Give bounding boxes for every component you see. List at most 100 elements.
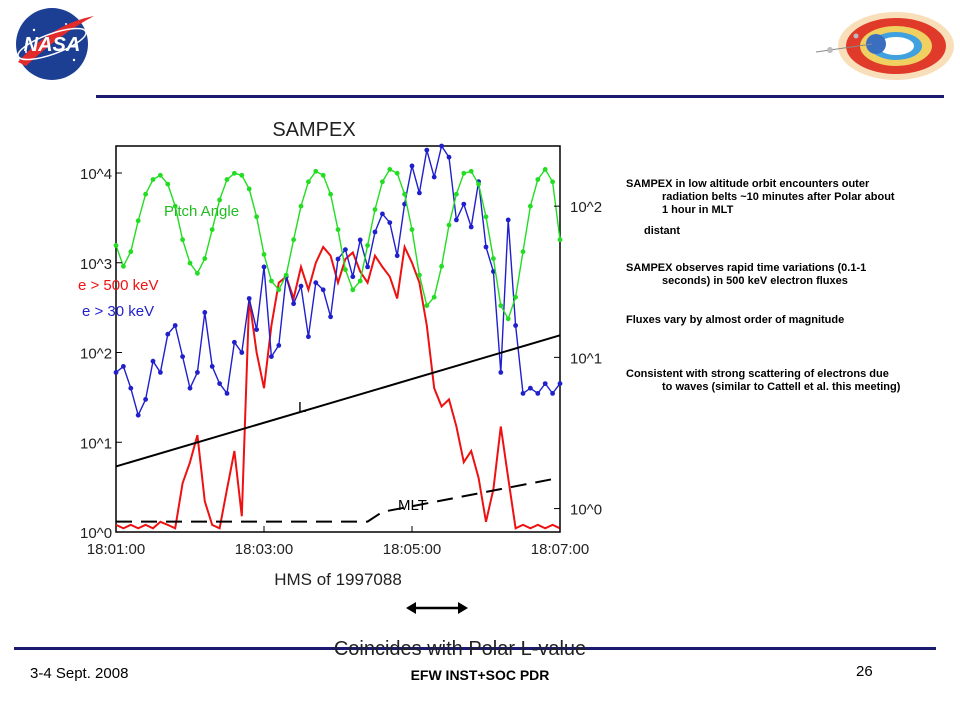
- plot-frame: [115, 145, 561, 533]
- point-pitch-angle-36: [380, 179, 385, 185]
- point-e-30-kev-2: [128, 385, 134, 391]
- point-pitch-angle-47: [461, 170, 467, 176]
- point-pitch-angle-2: [128, 249, 134, 255]
- point-pitch-angle-60: [557, 237, 563, 243]
- point-pitch-angle-35: [372, 207, 378, 212]
- x-axis-label: HMS of 1997088: [274, 570, 402, 589]
- point-e-30-kev-46: [454, 217, 459, 223]
- point-pitch-angle-11: [195, 270, 200, 276]
- legend-e30: e > 30 keV: [82, 303, 154, 320]
- note-1-line-3: 1 hour in MLT: [662, 204, 734, 216]
- point-pitch-angle-29: [328, 191, 333, 197]
- note-1-line-1: SAMPEX in low altitude orbit encounters …: [626, 178, 870, 190]
- point-e-30-kev-11: [195, 370, 200, 375]
- note-3: Fluxes vary by almost order of magnitude: [626, 314, 956, 327]
- point-pitch-angle-40: [409, 227, 415, 232]
- point-pitch-angle-46: [454, 191, 459, 197]
- top-divider: [96, 95, 944, 98]
- point-e-30-kev-55: [520, 391, 526, 396]
- point-pitch-angle-8: [172, 203, 178, 209]
- point-e-30-kev-32: [350, 274, 356, 280]
- point-pitch-angle-17: [239, 172, 245, 178]
- point-pitch-angle-51: [491, 256, 496, 261]
- point-pitch-angle-1: [121, 263, 126, 269]
- point-pitch-angle-6: [158, 172, 163, 178]
- point-pitch-angle-3: [135, 218, 141, 224]
- point-e-30-kev-42: [424, 147, 430, 153]
- point-pitch-angle-37: [387, 167, 393, 172]
- caption: Coincides with Polar L-value: [333, 638, 587, 660]
- point-pitch-angle-25: [298, 203, 304, 209]
- point-pitch-angle-42: [424, 303, 430, 308]
- point-pitch-angle-19: [254, 214, 259, 220]
- point-pitch-angle-24: [291, 237, 296, 243]
- point-e-30-kev-56: [528, 385, 533, 391]
- point-e-30-kev-35: [372, 229, 378, 235]
- note-4-line-1: Consistent with strong scattering of ele…: [626, 368, 889, 380]
- point-e-30-kev-53: [505, 217, 511, 223]
- point-e-30-kev-43: [431, 174, 437, 180]
- point-e-30-kev-13: [209, 364, 215, 369]
- note-2-line-1: SAMPEX observes rapid time variations (0…: [626, 262, 867, 274]
- point-e-30-kev-57: [535, 391, 541, 396]
- note-4-line-2: to waves (similar to Cattell et al. this…: [662, 381, 901, 393]
- point-e-30-kev-29: [328, 314, 333, 320]
- x-tick-label-2: 18:05:00: [383, 541, 441, 558]
- point-e-30-kev-45: [446, 154, 452, 160]
- point-pitch-angle-59: [550, 179, 555, 185]
- point-pitch-angle-54: [513, 294, 518, 300]
- point-pitch-angle-39: [402, 191, 407, 197]
- point-pitch-angle-15: [224, 177, 230, 182]
- point-e-30-kev-34: [365, 264, 370, 270]
- point-pitch-angle-13: [209, 227, 215, 232]
- point-e-30-kev-24: [291, 301, 296, 307]
- label-l: L: [298, 399, 306, 416]
- point-e-30-kev-52: [498, 370, 504, 375]
- point-pitch-angle-30: [335, 227, 341, 232]
- point-pitch-angle-0: [113, 243, 119, 248]
- series-line-l: [115, 334, 561, 468]
- point-e-30-kev-10: [187, 385, 193, 391]
- point-e-30-kev-58: [542, 381, 548, 386]
- point-e-30-kev-1: [121, 364, 126, 369]
- point-pitch-angle-18: [246, 186, 252, 192]
- point-pitch-angle-26: [306, 179, 311, 185]
- point-pitch-angle-32: [350, 287, 356, 293]
- note-2-line-2: seconds) in 500 keV electron fluxes: [662, 275, 848, 287]
- point-e-30-kev-18: [246, 296, 252, 301]
- sampex-chart: SAMPEX 10^0 10^1 10^2 10^3 10^4 10^0 10^1 10^2…: [78, 119, 602, 589]
- nasa-logo: NASA: [16, 8, 94, 80]
- chart-title: SAMPEX: [272, 119, 355, 141]
- point-e-30-kev-9: [180, 354, 185, 359]
- point-pitch-angle-9: [180, 237, 185, 243]
- point-e-30-kev-3: [135, 412, 141, 418]
- label-mlt: MLT: [398, 497, 427, 514]
- point-e-30-kev-54: [513, 323, 518, 328]
- point-pitch-angle-57: [535, 177, 541, 182]
- legend-e500: e > 500 keV: [78, 277, 158, 294]
- point-e-30-kev-44: [439, 143, 444, 149]
- point-e-30-kev-14: [217, 381, 223, 386]
- point-pitch-angle-10: [187, 260, 193, 266]
- series-line-mlt: [116, 476, 561, 523]
- point-e-30-kev-59: [550, 391, 555, 396]
- point-pitch-angle-38: [394, 170, 400, 176]
- point-e-30-kev-22: [276, 343, 282, 348]
- point-pitch-angle-16: [232, 170, 237, 176]
- point-e-30-kev-12: [202, 310, 208, 315]
- double-arrow-icon: [406, 602, 468, 614]
- point-pitch-angle-20: [261, 252, 267, 257]
- left-tick-label-4: 10^4: [80, 166, 112, 183]
- point-e-30-kev-36: [380, 211, 385, 217]
- point-pitch-angle-48: [468, 168, 474, 174]
- note-1-extra: distant: [644, 225, 681, 237]
- point-pitch-angle-53: [505, 316, 511, 322]
- point-e-30-kev-31: [343, 247, 348, 253]
- point-pitch-angle-55: [520, 249, 526, 255]
- point-e-30-kev-8: [172, 323, 178, 328]
- point-pitch-angle-14: [217, 197, 223, 203]
- note-1: SAMPEX in low altitude orbit encounters …: [626, 178, 956, 238]
- point-pitch-angle-50: [483, 214, 489, 220]
- point-e-30-kev-15: [224, 391, 230, 396]
- point-pitch-angle-43: [431, 294, 437, 300]
